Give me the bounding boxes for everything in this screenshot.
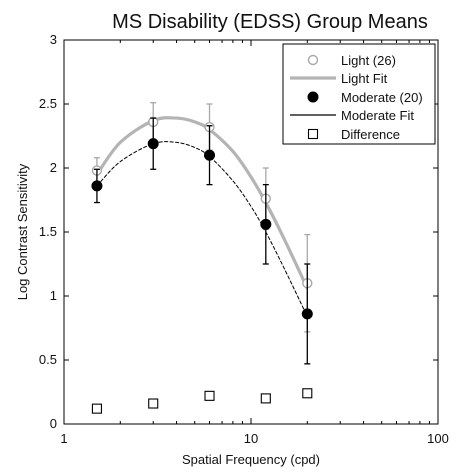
y-tick-label: 2 xyxy=(50,160,57,175)
x-tick-label: 10 xyxy=(244,431,258,446)
series-moderate-20 xyxy=(91,117,313,365)
legend-entry: Light (26) xyxy=(341,53,396,68)
moderate-fit-curve xyxy=(96,141,308,317)
light-fit-curve xyxy=(95,116,309,289)
y-axis-label: Log Contrast Sensitivity xyxy=(15,163,30,300)
y-tick-label: 3 xyxy=(50,32,57,47)
x-tick-label: 1 xyxy=(60,431,67,446)
data-point xyxy=(91,180,103,192)
x-axis-label: Spatial Frequency (cpd) xyxy=(182,452,320,467)
data-point xyxy=(91,403,102,414)
data-point xyxy=(260,393,271,404)
legend-entry: Moderate Fit xyxy=(341,108,414,123)
data-point xyxy=(147,138,159,150)
legend-swatch xyxy=(307,128,319,140)
data-point xyxy=(204,149,216,161)
series-difference xyxy=(91,388,313,414)
y-tick-label: 1 xyxy=(50,288,57,303)
data-point xyxy=(302,388,313,399)
legend-entry: Light Fit xyxy=(341,71,388,86)
series-light-fit xyxy=(95,116,309,289)
data-point xyxy=(301,308,313,320)
y-tick-label: 0.5 xyxy=(39,352,57,367)
chart-title: MS Disability (EDSS) Group Means xyxy=(112,11,428,33)
data-point xyxy=(204,390,215,401)
axis-ticks: 0 0.5 1 1.5 2 2.5 3 1 10 100 xyxy=(39,32,449,446)
x-tick-label: 100 xyxy=(427,431,449,446)
legend-swatch xyxy=(307,54,319,66)
data-point xyxy=(148,398,159,409)
y-tick-label: 0 xyxy=(50,416,57,431)
legend-entry: Difference xyxy=(341,127,400,142)
series-layer xyxy=(91,102,313,414)
data-point xyxy=(260,218,272,230)
legend: Light (26) Light Fit Moderate (20) Moderate… xyxy=(282,43,436,145)
y-tick-label: 2.5 xyxy=(39,96,57,111)
series-moderate-fit xyxy=(96,141,308,317)
y-tick-label: 1.5 xyxy=(39,224,57,239)
legend-swatch xyxy=(307,91,319,103)
legend-entry: Moderate (20) xyxy=(341,90,423,105)
